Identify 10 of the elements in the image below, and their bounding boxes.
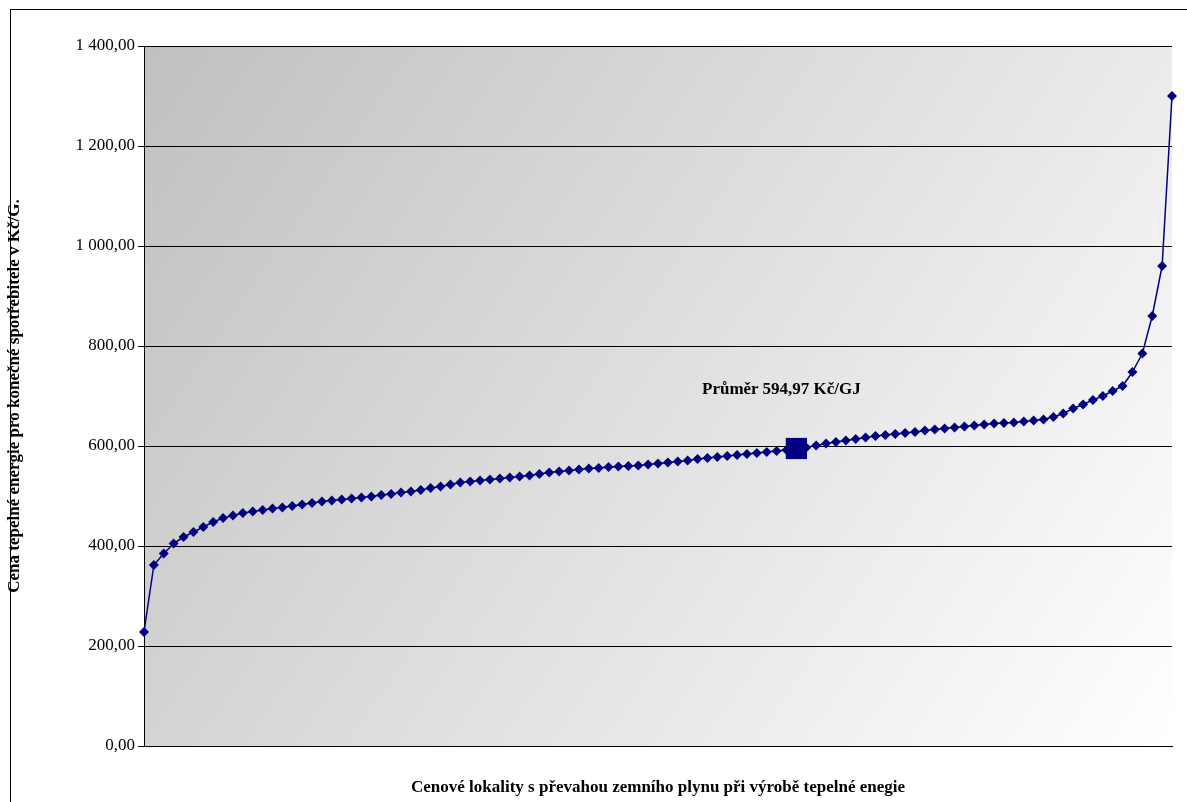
y-tick-label: 0,00 <box>105 735 135 755</box>
y-tick-label: 1 200,00 <box>75 135 135 155</box>
y-tick-label: 200,00 <box>88 635 135 655</box>
y-tick-label: 800,00 <box>88 335 135 355</box>
y-tick-label: 400,00 <box>88 535 135 555</box>
y-tick-label: 1 400,00 <box>75 35 135 55</box>
x-axis-title: Cenové lokality s převahou zemního plynu při výrobě tepelné enegie <box>410 777 906 797</box>
annotation: Průměr 594,97 Kč/GJ <box>701 378 862 398</box>
y-tick-label: 600,00 <box>88 435 135 455</box>
y-tick-label: 1 000,00 <box>75 235 135 255</box>
